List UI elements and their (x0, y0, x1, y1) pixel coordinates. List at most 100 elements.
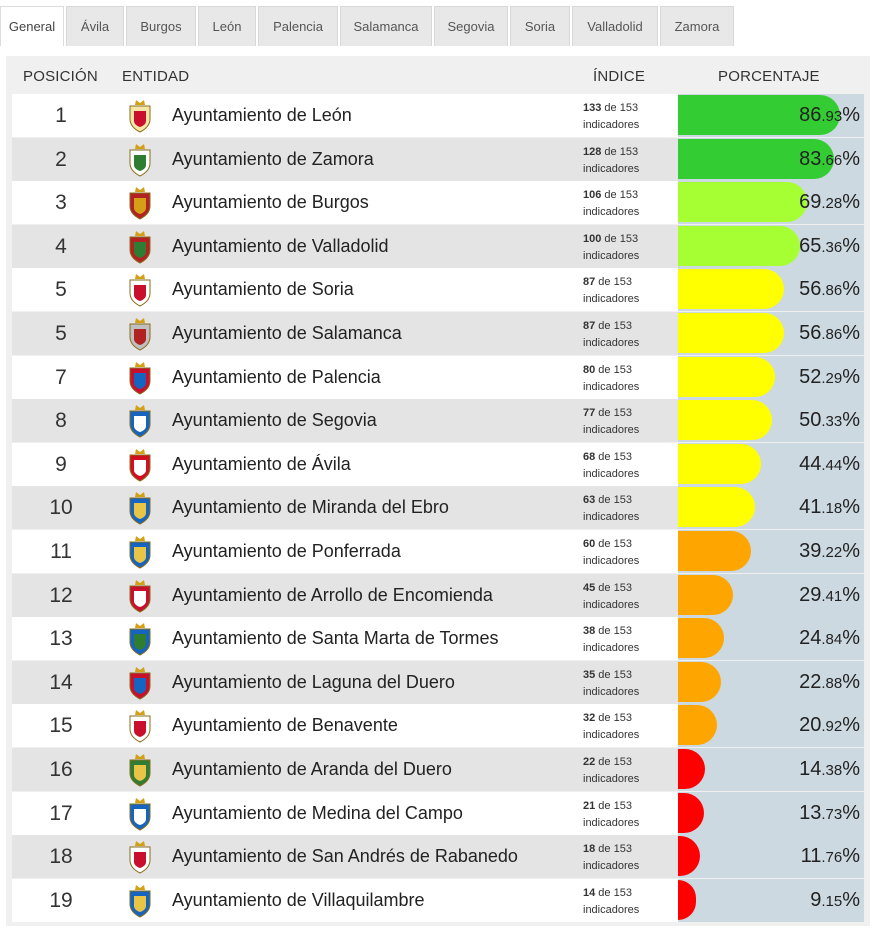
index-value: 87 de 153 indicadores (583, 320, 640, 349)
table-row[interactable]: 10 Ayuntamiento de Miranda del Ebro 63 de … (12, 486, 864, 530)
table-row[interactable]: 8 Ayuntamiento de Segovia 77 de 153 indicad… (12, 399, 864, 443)
table-row[interactable]: 7 Ayuntamiento de Palencia 80 de 153 indica… (12, 355, 864, 399)
percentage-bar-fill (678, 313, 784, 353)
rank-position: 1 (55, 104, 67, 127)
percentage-bar: 41.18% (678, 486, 864, 530)
percentage-bar-fill (678, 400, 772, 441)
table-row[interactable]: 1 Ayuntamiento de León 133 de 153 indicador… (12, 94, 864, 137)
rank-position: 2 (55, 147, 67, 171)
percentage-bar: 14.38% (678, 748, 864, 791)
percentage-value: 9.15% (810, 888, 860, 911)
percentage-value: 14.38% (799, 758, 860, 780)
percentage-bar-fill (678, 95, 840, 135)
table-row[interactable]: 12 Ayuntamiento de Arrollo de Encomienda 4… (12, 573, 864, 617)
table-row[interactable]: 13 Ayuntamiento de Santa Marta de Tormes 3… (12, 617, 864, 661)
percentage-value: 56.86% (799, 278, 860, 301)
percentage-bar: 44.44% (678, 442, 864, 486)
coat-of-arms-icon (129, 841, 151, 874)
entity-name: Ayuntamiento de Salamanca (172, 323, 402, 343)
entity-name: Ayuntamiento de Palencia (172, 366, 381, 387)
percentage-value: 20.92% (799, 714, 860, 737)
percentage-bar: 22.88% (678, 660, 864, 704)
percentage-bar: 86.93% (678, 94, 864, 137)
percentage-value: 29.41% (799, 583, 860, 606)
entity-name: Ayuntamiento de Soria (172, 279, 354, 300)
entity-name: Ayuntamiento de Miranda del Ebro (172, 497, 449, 518)
percentage-value: 41.18% (799, 496, 860, 519)
coat-of-arms-icon (129, 143, 151, 177)
percentage-bar: 56.86% (678, 268, 864, 312)
coat-of-arms-icon (129, 797, 151, 831)
percentage-bar: 65.36% (678, 224, 864, 268)
coat-of-arms-icon (129, 623, 151, 656)
header-position: POSICIÓN (23, 68, 98, 85)
percentage-bar-fill (678, 749, 705, 789)
table-row[interactable]: 19 Ayuntamiento de Villaquilambre 14 de 15… (12, 878, 864, 922)
percentage-bar: 29.41% (678, 573, 864, 617)
table-row[interactable]: 5 Ayuntamiento de Soria 87 de 153 indicador… (12, 268, 864, 312)
rank-position: 5 (55, 278, 67, 302)
table-row[interactable]: 4 Ayuntamiento de Valladolid 100 de 153 ind… (12, 224, 864, 268)
percentage-bar: 56.86% (678, 312, 864, 355)
tab-palencia[interactable]: Palencia (258, 6, 338, 46)
tab-general[interactable]: General (0, 6, 64, 46)
percentage-bar: 11.76% (678, 835, 864, 879)
tab-valladolid[interactable]: Valladolid (572, 6, 658, 46)
table-row[interactable]: 15 Ayuntamiento de Benavente 32 de 153 indi… (12, 704, 864, 748)
entity-name: Ayuntamiento de Benavente (172, 715, 398, 736)
index-value: 106 de 153 indicadores (583, 189, 640, 219)
entity-name: Ayuntamiento de Segovia (172, 410, 377, 431)
index-value: 32 de 153 indicadores (583, 712, 640, 742)
index-value: 35 de 153 indicadores (583, 668, 640, 698)
table-row[interactable]: 16 Ayuntamiento de Aranda del Duero 22 de … (12, 748, 864, 791)
entity-name: Ayuntamiento de Burgos (172, 192, 369, 213)
table-row[interactable]: 14 Ayuntamiento de Laguna del Duero 35 de … (12, 660, 864, 704)
tab-zamora[interactable]: Zamora (660, 6, 734, 46)
percentage-bar-fill (678, 225, 800, 266)
percentage-value: 39.22% (799, 540, 860, 562)
table-row[interactable]: 2 Ayuntamiento de Zamora 128 de 153 indicad… (12, 137, 864, 181)
rank-position: 13 (49, 627, 73, 651)
index-value: 14 de 153 indicadores (583, 886, 640, 916)
percentage-bar: 20.92% (678, 704, 864, 748)
header-percentage: PORCENTAJE (718, 68, 820, 85)
table-row[interactable]: 9 Ayuntamiento de Ávila 68 de 153 indicador… (12, 442, 864, 486)
tab-avila[interactable]: Ávila (66, 6, 124, 46)
rank-position: 15 (49, 714, 73, 738)
percentage-value: 11.76% (800, 845, 860, 868)
coat-of-arms-icon (129, 448, 151, 482)
coat-of-arms-icon (129, 710, 151, 743)
index-value: 80 de 153 indicadores (583, 363, 640, 393)
region-tabs: General Ávila Burgos León Palencia Salamanca S… (0, 0, 890, 46)
percentage-value: 56.86% (799, 322, 860, 344)
rank-position: 16 (49, 758, 73, 781)
table-row[interactable]: 18 Ayuntamiento de San Andrés de Rabanedo… (12, 835, 864, 879)
index-value: 60 de 153 indicadores (583, 538, 640, 567)
table-row[interactable]: 5 Ayuntamiento de Salamanca 87 de 153 indic… (12, 312, 864, 355)
percentage-bar-fill (678, 138, 834, 179)
tab-segovia[interactable]: Segovia (434, 6, 508, 46)
coat-of-arms-icon (129, 492, 151, 525)
percentage-value: 69.28% (799, 191, 860, 214)
table-row[interactable]: 3 Ayuntamiento de Burgos 106 de 153 indicad… (12, 181, 864, 225)
tab-soria[interactable]: Soria (510, 6, 570, 46)
table-row[interactable]: 17 Ayuntamiento de Medina del Campo 21 de … (12, 791, 864, 835)
coat-of-arms-icon (129, 100, 151, 133)
rank-position: 17 (49, 801, 73, 825)
tab-salamanca[interactable]: Salamanca (340, 6, 432, 46)
percentage-bar: 39.22% (678, 530, 864, 573)
coat-of-arms-icon (129, 536, 151, 569)
rank-position: 5 (55, 322, 67, 345)
entity-name: Ayuntamiento de San Andrés de Rabanedo (172, 846, 518, 867)
table-row[interactable]: 11 Ayuntamiento de Ponferrada 60 de 153 ind… (12, 530, 864, 573)
index-value: 128 de 153 indicadores (583, 145, 640, 175)
percentage-bar-fill (678, 836, 700, 877)
entity-name: Ayuntamiento de León (172, 105, 352, 125)
entity-name: Ayuntamiento de Valladolid (172, 235, 389, 256)
table-header: POSICIÓN ENTIDAD ÍNDICE PORCENTAJE (6, 56, 870, 94)
tab-leon[interactable]: León (198, 6, 256, 46)
rank-position: 12 (49, 583, 73, 607)
percentage-value: 44.44% (799, 452, 860, 475)
tab-burgos[interactable]: Burgos (126, 6, 196, 46)
index-value: 22 de 153 indicadores (583, 756, 640, 785)
